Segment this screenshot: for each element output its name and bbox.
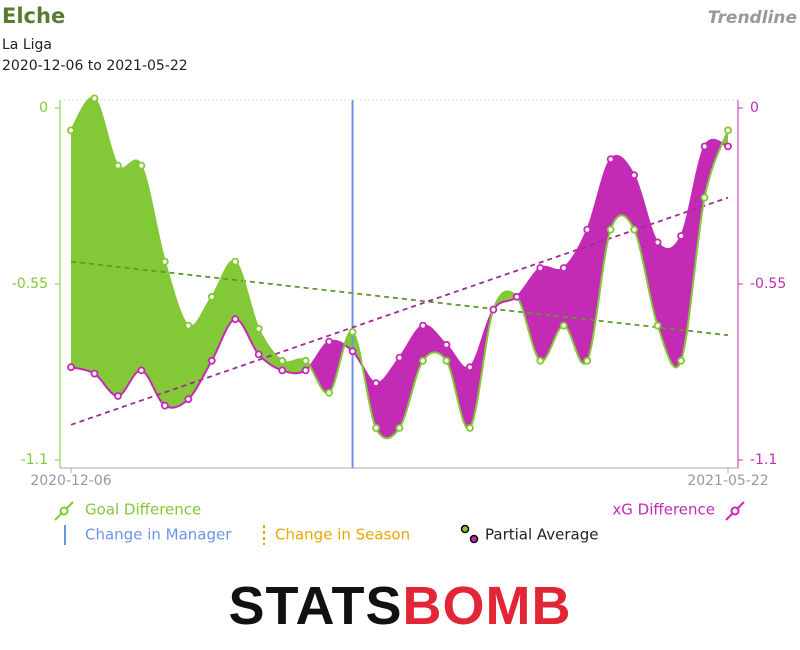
data-point	[606, 155, 615, 164]
data-point	[325, 337, 334, 346]
data-point	[442, 340, 451, 349]
y-tick-label: -0.55	[12, 276, 48, 292]
title: Elche	[2, 4, 65, 28]
legend-icon	[59, 506, 69, 516]
data-point	[677, 356, 685, 365]
legend-icon	[730, 506, 740, 516]
y2-tick-label: 0	[750, 100, 759, 116]
legend-label: Change in Season	[275, 526, 410, 544]
y2-tick-label: -0.55	[750, 276, 786, 292]
data-point	[207, 292, 216, 301]
logo-right: BOMB	[403, 576, 572, 636]
data-point	[419, 321, 427, 330]
data-point	[372, 379, 380, 388]
data-point	[465, 424, 474, 432]
data-point	[278, 366, 287, 375]
data-point	[231, 315, 240, 324]
x-tick-label: 2020-12-06	[30, 473, 111, 489]
y-tick-label: -1.1	[21, 452, 48, 468]
data-point	[137, 366, 146, 375]
data-point	[395, 353, 404, 362]
logo: STATSBOMB	[229, 576, 572, 636]
data-point	[724, 126, 732, 135]
data-point	[184, 395, 193, 404]
legend-icon	[460, 524, 470, 534]
data-point	[583, 356, 592, 365]
data-point	[301, 366, 310, 375]
data-point	[278, 356, 287, 365]
legend-icon	[469, 534, 479, 544]
data-point	[160, 257, 169, 266]
data-point	[465, 363, 474, 372]
data-point	[207, 356, 216, 365]
trendline	[70, 196, 729, 426]
data-point	[677, 232, 685, 240]
data-point	[301, 356, 310, 365]
data-point	[606, 225, 615, 234]
series-line	[70, 138, 729, 409]
data-point	[536, 264, 545, 272]
data-point	[489, 305, 498, 314]
data-point	[114, 392, 122, 400]
y-tick-label: 0	[39, 100, 48, 116]
legend-label: xG Difference	[612, 501, 715, 519]
trendline	[70, 260, 729, 337]
data-point	[559, 264, 568, 272]
data-point	[653, 238, 662, 247]
view-label: Trendline	[708, 8, 797, 28]
data-point	[325, 388, 334, 397]
date-range: 2020-12-06 to 2021-05-22	[2, 58, 188, 74]
data-point	[653, 321, 662, 330]
data-point	[160, 401, 169, 410]
data-point	[395, 424, 404, 432]
data-point	[90, 369, 99, 378]
data-point	[137, 161, 146, 170]
area-negative	[71, 139, 728, 439]
data-point	[442, 356, 451, 365]
data-point	[583, 225, 592, 234]
data-point	[630, 225, 639, 234]
legend-label: Change in Manager	[85, 526, 232, 544]
legend: Goal Difference xG Difference Change in …	[54, 501, 745, 545]
data-point	[700, 142, 709, 151]
data-point	[348, 347, 357, 356]
legend-label: Partial Average	[485, 526, 599, 544]
data-point	[724, 142, 732, 151]
data-point	[254, 350, 263, 359]
data-point	[559, 321, 568, 330]
y2-tick-label: -1.1	[750, 452, 777, 468]
data-point	[67, 126, 75, 135]
data-point	[512, 292, 521, 301]
logo-left: STATS	[229, 576, 403, 636]
data-point	[254, 324, 263, 333]
data-point	[67, 363, 75, 372]
data-point	[419, 356, 427, 365]
data-point	[114, 161, 122, 170]
data-point	[700, 193, 709, 202]
data-point	[231, 257, 240, 266]
x-tick-label: 2021-05-22	[687, 473, 768, 489]
data-point	[536, 356, 545, 365]
subtitle: La Liga	[2, 37, 52, 53]
data-point	[630, 171, 639, 180]
data-point	[348, 328, 357, 336]
legend-label: Goal Difference	[85, 501, 201, 519]
data-point	[372, 424, 380, 432]
data-point	[184, 321, 193, 330]
data-point	[90, 94, 99, 103]
